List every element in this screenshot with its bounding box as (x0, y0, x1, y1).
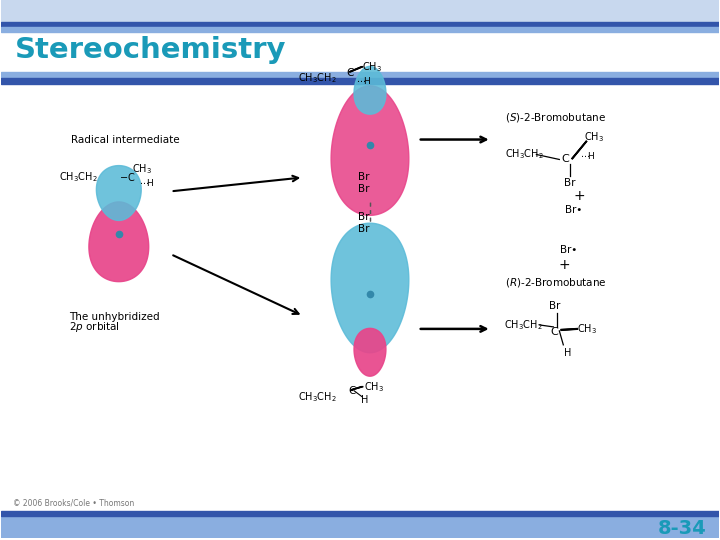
Polygon shape (354, 328, 386, 376)
Bar (1, 22, 719, 27)
Text: Br: Br (358, 172, 369, 183)
Text: Br: Br (358, 224, 369, 234)
Text: $(S)$-2-Bromobutane: $(S)$-2-Bromobutane (505, 111, 606, 124)
Text: 8-34: 8-34 (658, 519, 707, 538)
Text: $\mathrm{CH_3CH_2}$: $\mathrm{CH_3CH_2}$ (503, 318, 542, 332)
Text: $\cdots\!\mathrm{H}$: $\cdots\!\mathrm{H}$ (356, 75, 372, 86)
Text: $\mathrm{CH_3}$: $\mathrm{CH_3}$ (577, 322, 598, 336)
Text: $\mathrm{H}$: $\mathrm{H}$ (563, 346, 572, 358)
Text: $\mathrm{C}$: $\mathrm{C}$ (550, 325, 559, 337)
Text: $\mathrm{CH_3CH_2}$: $\mathrm{CH_3CH_2}$ (505, 147, 543, 161)
Polygon shape (96, 166, 141, 220)
Bar (1, 516, 719, 538)
Text: $-\mathrm{C}$: $-\mathrm{C}$ (119, 171, 135, 184)
Text: © 2006 Brooks/Cole • Thomson: © 2006 Brooks/Cole • Thomson (13, 499, 135, 508)
Text: Br$\bullet$: Br$\bullet$ (564, 203, 582, 215)
Bar (1, 511, 719, 516)
Text: $\mathrm{CH_3CH_2}$: $\mathrm{CH_3CH_2}$ (298, 390, 337, 403)
Text: $(R)$-2-Bromobutane: $(R)$-2-Bromobutane (505, 275, 606, 288)
Text: $\mathrm{CH_3}$: $\mathrm{CH_3}$ (364, 380, 384, 394)
Text: $\mathrm{H}$: $\mathrm{H}$ (360, 393, 369, 404)
Text: $\mathrm{C}$: $\mathrm{C}$ (561, 152, 570, 165)
Text: $\mathrm{CH_3CH_2}$: $\mathrm{CH_3CH_2}$ (298, 71, 337, 85)
Text: $\mathrm{CH_3CH_2}$: $\mathrm{CH_3CH_2}$ (59, 171, 98, 184)
Polygon shape (89, 202, 149, 282)
Text: $\mathrm{C}$: $\mathrm{C}$ (348, 384, 356, 396)
Text: $\mathrm{C}$: $\mathrm{C}$ (346, 66, 354, 78)
Text: Br$\bullet$: Br$\bullet$ (559, 243, 577, 255)
Text: $\mathrm{Br}$: $\mathrm{Br}$ (548, 299, 561, 311)
Text: Br: Br (358, 184, 369, 194)
Text: Br: Br (358, 212, 369, 222)
Text: Stereochemistry: Stereochemistry (15, 36, 287, 64)
Text: +: + (559, 258, 570, 272)
Bar (1, 27, 719, 32)
Polygon shape (354, 66, 386, 114)
Text: The unhybridized: The unhybridized (69, 312, 160, 322)
Text: 2$p$ orbital: 2$p$ orbital (69, 320, 120, 334)
Text: $\mathrm{CH_3}$: $\mathrm{CH_3}$ (132, 163, 152, 177)
Bar (1, 32, 719, 72)
Polygon shape (331, 223, 409, 353)
Text: Radical intermediate: Radical intermediate (71, 134, 179, 145)
Bar (1, 72, 719, 78)
Text: $\mathrm{CH_3}$: $\mathrm{CH_3}$ (584, 131, 604, 144)
Text: $\mathrm{CH_3}$: $\mathrm{CH_3}$ (362, 60, 382, 73)
Text: +: + (573, 190, 585, 204)
Text: Br: Br (564, 178, 576, 188)
Text: $\cdots\!\mathrm{H}$: $\cdots\!\mathrm{H}$ (139, 177, 154, 188)
Text: $\cdots\!\mathrm{H}$: $\cdots\!\mathrm{H}$ (580, 150, 595, 161)
Bar (1, 78, 719, 84)
Bar (1, 0, 719, 22)
Polygon shape (331, 86, 409, 215)
